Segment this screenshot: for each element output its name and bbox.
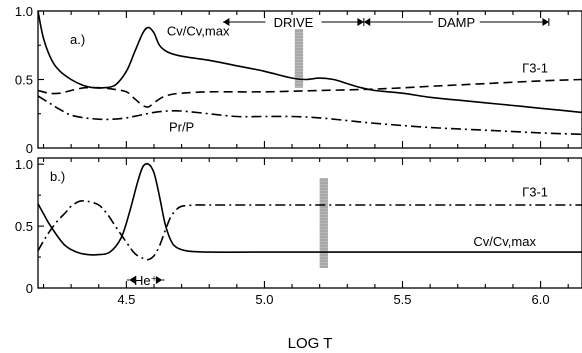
panel-a-series-label: Pr/P (169, 120, 194, 135)
panel-b-series-dashdot-line (37, 199, 582, 261)
annotation-damp-label: DAMP (438, 15, 476, 30)
annotation-he-plus: He⁺ (126, 273, 165, 288)
panel-a-y-tick-label: 0 (26, 141, 33, 156)
x-tick-label: 6.0 (532, 292, 550, 307)
annotation-drive: DRIVE (223, 15, 365, 30)
panel-b-y-tick-label: 0 (26, 281, 33, 296)
panel-a-series-dashed-line (37, 78, 582, 108)
panel-a-series-dashdot-line (37, 95, 582, 136)
panel-b-frame (37, 157, 582, 289)
x-tick-label: 5.5 (393, 292, 411, 307)
annotation-drive-arrowhead-right (357, 18, 364, 26)
x-axis-label: LOG T (288, 335, 333, 352)
x-tick-label: 4.5 (117, 292, 135, 307)
annotation-damp: DAMP (363, 15, 550, 30)
panel-a-tag: a.) (70, 32, 85, 47)
panel-a-series-label: Γ3-1 (522, 61, 548, 76)
panel-b-y-tick-label: 1.0 (15, 157, 33, 172)
panel-b-series-label: Cv/Cv,max (473, 234, 536, 249)
panel-b-shaded-band (319, 178, 328, 268)
panel-b-y-tick-label: 0.5 (15, 219, 33, 234)
panel-b-series-label: Γ3-1 (522, 184, 548, 199)
panel-b: 0 0.5 1.0 He⁺ Γ3-1 Cv/Cv,max b.) (15, 157, 582, 296)
panel-a-y-tick-label: 1.0 (15, 4, 33, 19)
panel-a-shaded-band (294, 29, 304, 88)
annotation-he-plus-arrowhead-right (155, 276, 163, 284)
annotation-damp-arrowhead-right (542, 18, 549, 26)
panel-a-y-tick-label: 0.5 (15, 73, 33, 88)
panel-a-series-solid-line (37, 10, 582, 114)
x-tick-labels: 4.5 5.0 5.5 6.0 (117, 292, 549, 307)
annotation-drive-label: DRIVE (274, 15, 314, 30)
x-tick-label: 5.0 (255, 292, 273, 307)
annotation-damp-arrowhead-left (363, 18, 371, 26)
annotation-he-plus-arrowhead-left (129, 276, 136, 284)
panel-b-tag: b.) (50, 169, 65, 184)
annotation-drive-arrowhead-left (223, 18, 230, 26)
panel-a-series-label: Cv/Cv,max (167, 24, 230, 39)
annotation-he-plus-label: He⁺ (134, 273, 157, 288)
panel-a: 0 0.5 1.0 DRIVE DAMP Cv/Cv,max Γ3-1 Pr/P a.) (15, 4, 582, 156)
panel-b-series-solid-line (37, 162, 582, 256)
